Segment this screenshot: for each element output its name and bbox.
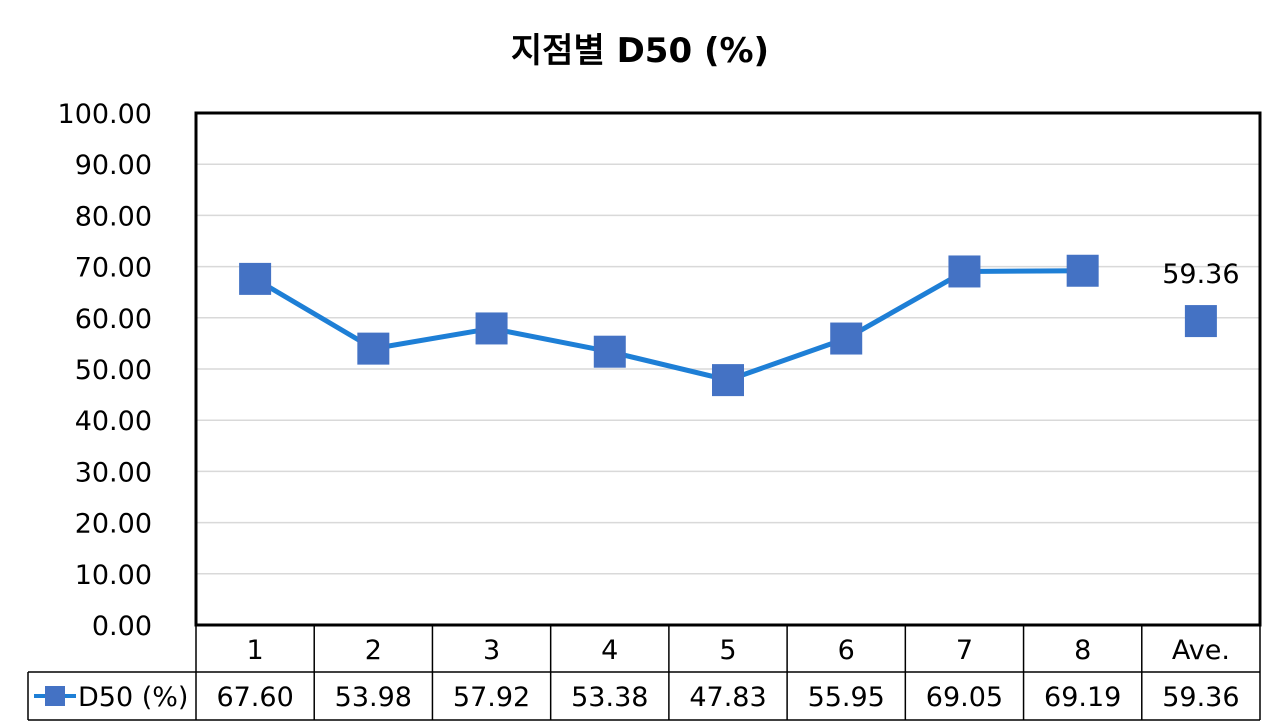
data-point-marker <box>475 312 508 345</box>
category-label: Ave. <box>1172 635 1230 666</box>
y-tick-label: 0.00 <box>92 611 152 642</box>
data-table: 1 2 3 4 5 6 7 8 Ave. 67.60 53.98 57.92 53.38 47.83 55.… <box>27 624 1261 721</box>
y-tick-label: 100.00 <box>58 99 152 130</box>
y-tick-label: 90.00 <box>75 150 152 181</box>
legend-label: D50 (%) <box>78 682 188 713</box>
y-axis-ticks: 0.00 10.00 20.00 30.00 40.00 50.00 60.00 70.00 8… <box>58 99 152 642</box>
category-label: 4 <box>601 635 618 666</box>
legend-marker <box>45 686 65 706</box>
y-tick-label: 70.00 <box>75 253 152 284</box>
category-label: 8 <box>1074 635 1091 666</box>
y-tick-label: 50.00 <box>75 355 152 386</box>
table-value-cell: 69.19 <box>1044 682 1121 713</box>
y-tick-label: 40.00 <box>75 406 152 437</box>
series-d50: 59.36 <box>239 254 1240 397</box>
category-label: 3 <box>483 635 500 666</box>
data-point-marker <box>239 262 272 295</box>
chart-title: 지점별 D50 (%) <box>511 31 769 71</box>
table-value-cell: 59.36 <box>1162 682 1239 713</box>
data-point-marker <box>1066 254 1099 287</box>
table-value-cell: 57.92 <box>453 682 530 713</box>
table-value-cell: 55.95 <box>808 682 885 713</box>
category-label: 1 <box>247 635 264 666</box>
table-value-cell: 53.38 <box>571 682 648 713</box>
data-point-marker <box>593 335 626 368</box>
y-tick-label: 80.00 <box>75 201 152 232</box>
category-label: 7 <box>956 635 973 666</box>
data-label: 59.36 <box>1162 259 1239 290</box>
data-point-marker <box>357 332 390 365</box>
y-tick-label: 30.00 <box>75 457 152 488</box>
series-line <box>253 268 1083 383</box>
category-label: 6 <box>838 635 855 666</box>
table-value-cell: 53.98 <box>335 682 412 713</box>
category-label: 5 <box>719 635 736 666</box>
category-label: 2 <box>365 635 382 666</box>
table-value-cell: 47.83 <box>689 682 766 713</box>
data-point-marker <box>948 255 981 288</box>
y-tick-label: 20.00 <box>75 509 152 540</box>
table-value-cell: 67.60 <box>216 682 293 713</box>
table-value-cell: 69.05 <box>926 682 1003 713</box>
data-point-marker <box>830 322 863 355</box>
y-tick-label: 10.00 <box>75 560 152 591</box>
data-point-marker <box>1184 305 1217 338</box>
data-point-marker <box>712 364 744 397</box>
y-tick-label: 60.00 <box>75 304 152 335</box>
